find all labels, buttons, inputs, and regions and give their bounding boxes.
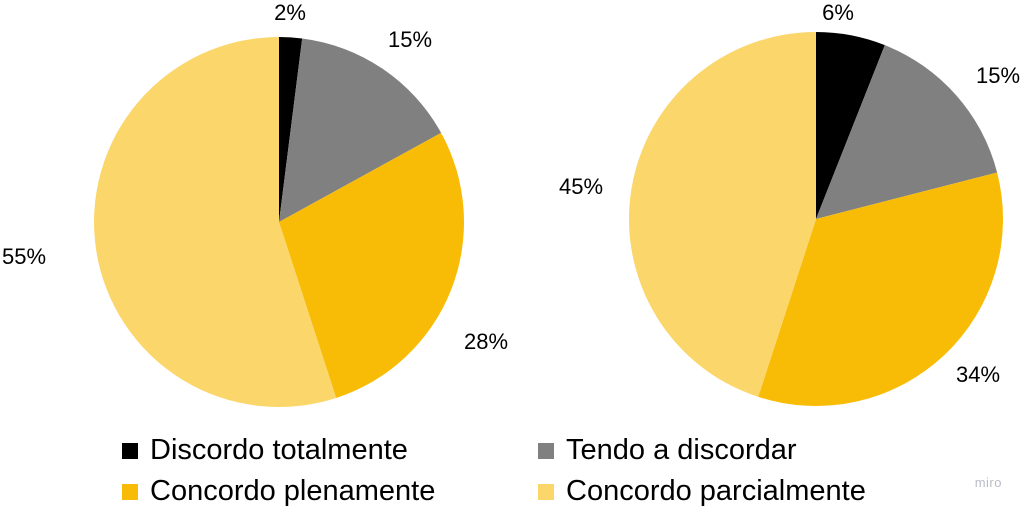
pie-1-data-label: 15% [388, 27, 432, 52]
pie-slice-2-concordo-parcialmente [628, 32, 816, 397]
miro-watermark: miro [974, 475, 1002, 490]
pie-slice-1-discordo-totalmente [279, 37, 303, 222]
pie-slice-1-concordo-plenamente [279, 132, 465, 398]
pie-2-data-label: 15% [976, 63, 1020, 88]
pie-2-data-label: 34% [956, 362, 1000, 387]
pie-slice-1-tendo-a-discordar [279, 38, 442, 223]
pie-slice-2-discordo-totalmente [816, 32, 885, 219]
pie-2-data-label: 45% [559, 174, 603, 199]
pie-slice-1-concordo-parcialmente [94, 37, 337, 408]
pie-2-data-label: 6% [822, 0, 854, 25]
pie-slice-2-concordo-plenamente [758, 172, 1004, 407]
pie-1-data-label: 2% [274, 0, 306, 25]
pie-slice-2-tendo-a-discordar [816, 45, 998, 219]
pie-1-data-label: 55% [2, 244, 46, 269]
pie-1-data-label: 28% [464, 329, 508, 354]
